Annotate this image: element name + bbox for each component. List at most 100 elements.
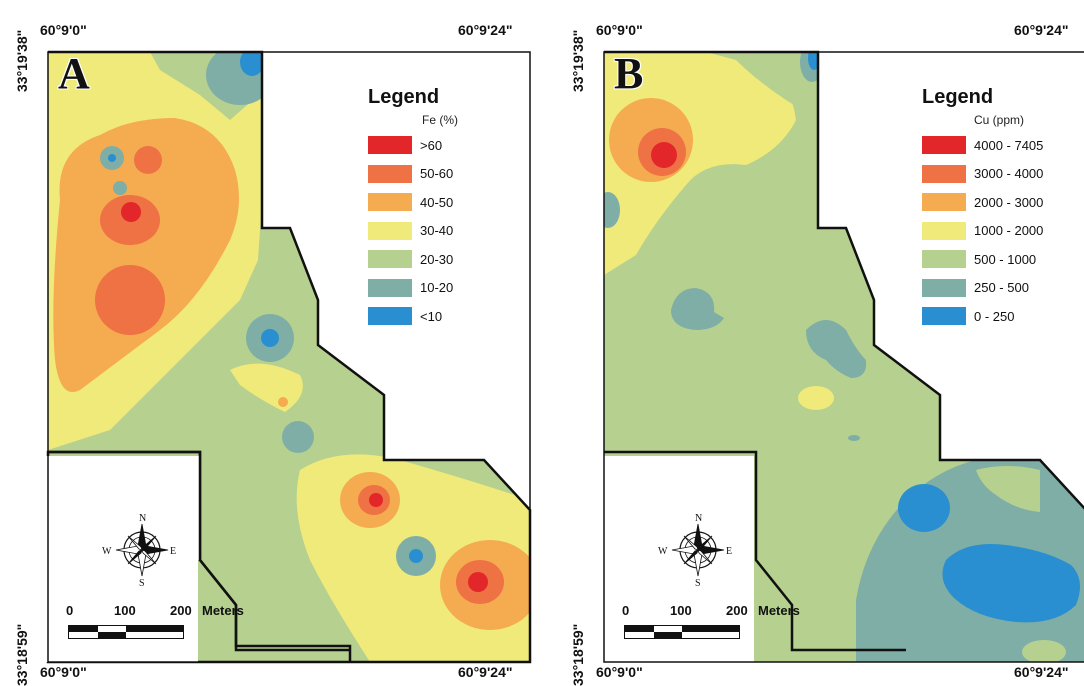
zone-gt-60 [468,572,488,592]
legend-swatch [368,221,412,240]
map-frame [47,51,531,663]
compass-e: E [170,546,176,557]
legend-label: 2000 - 3000 [974,194,1044,210]
legend-swatch [368,307,412,326]
zone-500-1000 [1022,640,1066,662]
zone-0-250 [898,484,950,532]
zone-lt-10 [240,52,264,76]
legend-swatch [922,278,966,297]
legend-item: 1000 - 2000 [922,217,1043,246]
compass-rose-icon: N S E W [658,513,732,588]
scale-label-0: 0 [622,603,630,618]
legend-label: 10-20 [420,280,454,296]
legend-label: 1000 - 2000 [974,223,1044,239]
panel-letter: B [614,49,644,98]
zone-lt-10 [409,549,423,563]
coord-top-right: 60°9'24" [1014,22,1069,38]
zone-gt-60 [369,493,383,507]
fe-distribution-map [46,50,532,664]
zone-gt-60 [121,202,141,222]
zone-500-1000 [706,52,818,120]
compass-s: S [139,578,145,588]
scale-labels: 0 100 200 Meters [66,603,268,619]
legend-item: 40-50 [368,188,458,217]
legend: Legend Fe (%) >60 50-60 40-50 30-40 20-3… [368,86,458,331]
legend-item: 0 - 250 [922,302,1043,331]
compass-n: N [139,513,146,524]
coord-bottom-left: 60°9'0" [596,664,643,680]
zone-10-20 [282,421,314,453]
scale-unit: Meters [202,603,244,618]
legend-item: >60 [368,131,458,160]
legend-swatch [368,164,412,183]
legend-title: Legend [922,86,994,108]
coord-top-left: 60°9'0" [40,22,87,38]
compass-s: S [695,578,701,588]
legend-swatch [368,278,412,297]
panel-letter: A [58,49,90,98]
legend-label: 20-30 [420,251,454,267]
zone-40-50 [278,397,288,407]
legend-label: 3000 - 4000 [974,166,1044,182]
legend-item: 10-20 [368,274,458,303]
cu-distribution-map [596,50,1084,663]
legend-item: 3000 - 4000 [922,160,1043,189]
scale-segments [68,625,184,639]
coord-bottom-left: 60°9'0" [40,664,87,680]
map-frame [603,51,1084,663]
legend-label: 0 - 250 [974,308,1015,324]
legend-label: 50-60 [420,166,454,182]
legend-swatch [368,136,412,155]
legend-swatch [922,136,966,155]
scale-bar: 0 100 200 Meters [66,603,268,639]
zone-250-500 [848,435,860,441]
scale-labels: 0 100 200 Meters [622,603,824,619]
legend-title: Legend [368,86,440,108]
coord-top-right: 60°9'24" [458,22,513,38]
legend-item: 250 - 500 [922,274,1043,303]
map-panel-b: 60°9'0" 60°9'24" 60°9'0" 60°9'24" 33°19'… [556,0,1084,686]
legend-item: 50-60 [368,160,458,189]
legend-label: >60 [420,137,443,153]
legend-item: 500 - 1000 [922,245,1043,274]
zone-50-60 [95,265,165,335]
zone-250-500 [671,288,724,330]
zone-500-1000 [976,466,1040,512]
zone-4000-7405 [651,142,677,168]
scale-bar: 0 100 200 Meters [622,603,824,639]
legend-item: 2000 - 3000 [922,188,1043,217]
legend-swatch [922,164,966,183]
legend-swatch [368,250,412,269]
compass-rose-icon: N S E W [102,513,176,588]
legend-swatch [922,307,966,326]
coord-top-left: 60°9'0" [596,22,643,38]
coord-bottom-right: 60°9'24" [458,664,513,680]
scale-label-0: 0 [66,603,74,618]
compass-e: E [726,546,732,557]
compass-w: W [658,546,668,557]
compass-n: N [695,513,702,524]
legend-swatch [922,193,966,212]
scale-segments [624,625,740,639]
legend-item: 20-30 [368,245,458,274]
legend-unit: Cu (ppm) [974,113,1025,127]
legend-unit: Fe (%) [422,113,458,127]
legend-label: <10 [420,308,443,324]
legend-swatch [922,250,966,269]
legend-label: 40-50 [420,194,454,210]
scale-unit: Meters [758,603,800,618]
legend-item: 30-40 [368,217,458,246]
zone-10-20 [113,181,127,195]
zone-40-50 [53,118,240,392]
legend-label: 4000 - 7405 [974,137,1044,153]
legend: Legend Cu (ppm) 4000 - 7405 3000 - 4000 … [922,86,1043,331]
zone-lt-10 [261,329,279,347]
map-panel-a: 60°9'0" 60°9'24" 60°9'0" 60°9'24" 33°19'… [14,22,532,686]
zone-lt-10 [108,154,116,162]
scale-label-100: 100 [114,603,136,618]
scale-label-200: 200 [170,603,192,618]
legend-swatch [368,193,412,212]
zone-0-250 [942,544,1080,623]
legend-swatch [922,221,966,240]
map-boundary [604,50,1084,510]
